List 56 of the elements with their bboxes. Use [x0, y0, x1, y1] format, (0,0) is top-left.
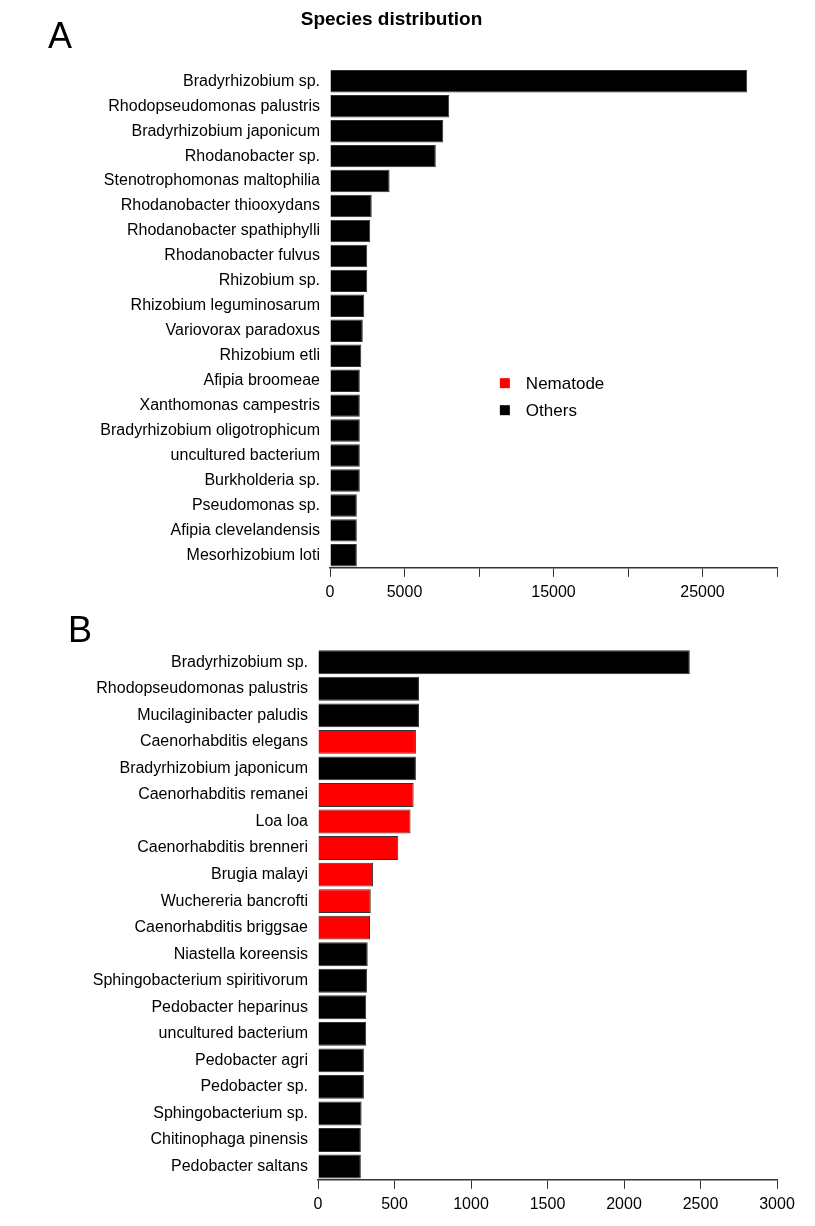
- y-tick-label: Pedobacter agri: [195, 1050, 308, 1068]
- legend-label: Nematode: [525, 373, 605, 393]
- y-tick-label: Loa loa: [255, 811, 309, 829]
- x-tick-label: 2500: [682, 1194, 719, 1212]
- y-tick-label: Caenorhabditis brenneri: [137, 838, 308, 856]
- x-tick-label: 0: [313, 1194, 323, 1212]
- x-tick-label: 500: [381, 1194, 408, 1212]
- y-tick-label: Xanthomonas campestris: [139, 396, 320, 414]
- x-tick-label: 2000: [606, 1194, 642, 1212]
- y-tick-label: Bradyrhizobium japonicum: [119, 758, 308, 776]
- x-tick-label: 1000: [453, 1194, 489, 1212]
- y-tick-label: Rhizobium sp.: [218, 271, 320, 289]
- y-tick-label: Rhodopseudomonas palustris: [96, 679, 308, 697]
- x-tick-label: 15000: [531, 582, 576, 600]
- chart-title: Species distribution: [300, 7, 483, 29]
- y-tick-label: Caenorhabditis remanei: [138, 785, 308, 803]
- x-tick-label: 25000: [680, 582, 725, 600]
- y-tick-label: Sphingobacterium sp.: [153, 1103, 308, 1121]
- y-tick-label: Chitinophaga pinensis: [150, 1130, 308, 1148]
- y-tick-label: Pedobacter heparinus: [151, 997, 308, 1015]
- y-tick-label: Niastella koreensis: [173, 944, 308, 962]
- y-tick-label: Variovorax paradoxus: [165, 321, 320, 339]
- y-tick-label: Sphingobacterium spiritivorum: [92, 971, 308, 989]
- y-tick-label: uncultured bacterium: [158, 1024, 308, 1042]
- y-tick-label: Pseudomonas sp.: [191, 495, 320, 513]
- y-tick-label: Brugia malayi: [211, 865, 308, 882]
- y-tick-label: Rhizobium leguminosarum: [130, 296, 320, 314]
- x-tick-label: 0: [325, 582, 335, 600]
- y-tick-label: Rhodanobacter sp.: [184, 146, 320, 164]
- y-tick-label: Rhizobium etli: [219, 346, 320, 364]
- y-tick-label: Afipia clevelandensis: [170, 520, 320, 538]
- text: B: [68, 608, 93, 650]
- y-tick-label: Caenorhabditis elegans: [139, 732, 308, 750]
- x-tick-label: 1500: [529, 1194, 566, 1212]
- y-tick-label: Pedobacter sp.: [200, 1077, 308, 1095]
- y-tick-label: Afipia broomeae: [203, 371, 321, 389]
- y-tick-label: Rhodopseudomonas palustris: [108, 96, 320, 114]
- y-tick-label: Caenorhabditis briggsae: [134, 918, 309, 936]
- y-tick-label: uncultured bacterium: [170, 445, 320, 463]
- y-tick-label: Pedobacter saltans: [171, 1156, 308, 1174]
- y-tick-label: Wuchereria bancrofti: [160, 891, 308, 909]
- legend-label: Others: [525, 400, 577, 420]
- y-tick-label: Burkholderia sp.: [204, 470, 320, 488]
- x-tick-label: 5000: [386, 582, 423, 600]
- y-tick-label: Rhodanobacter fulvus: [164, 246, 320, 264]
- y-tick-label: Mucilaginibacter paludis: [137, 705, 308, 723]
- y-tick-label: Bradyrhizobium oligotrophicum: [100, 420, 320, 438]
- y-tick-label: Rhodanobacter thiooxydans: [120, 196, 320, 214]
- y-tick-label: Stenotrophomonas maltophilia: [103, 171, 321, 189]
- y-tick-label: Bradyrhizobium japonicum: [131, 121, 320, 139]
- y-tick-label: Mesorhizobium loti: [186, 545, 320, 563]
- x-tick-label: 3000: [759, 1194, 795, 1212]
- y-tick-label: Bradyrhizobium sp.: [171, 652, 308, 670]
- y-tick-label: Rhodanobacter spathiphylli: [126, 221, 320, 239]
- text: A: [48, 14, 73, 56]
- y-tick-label: Bradyrhizobium sp.: [183, 71, 320, 89]
